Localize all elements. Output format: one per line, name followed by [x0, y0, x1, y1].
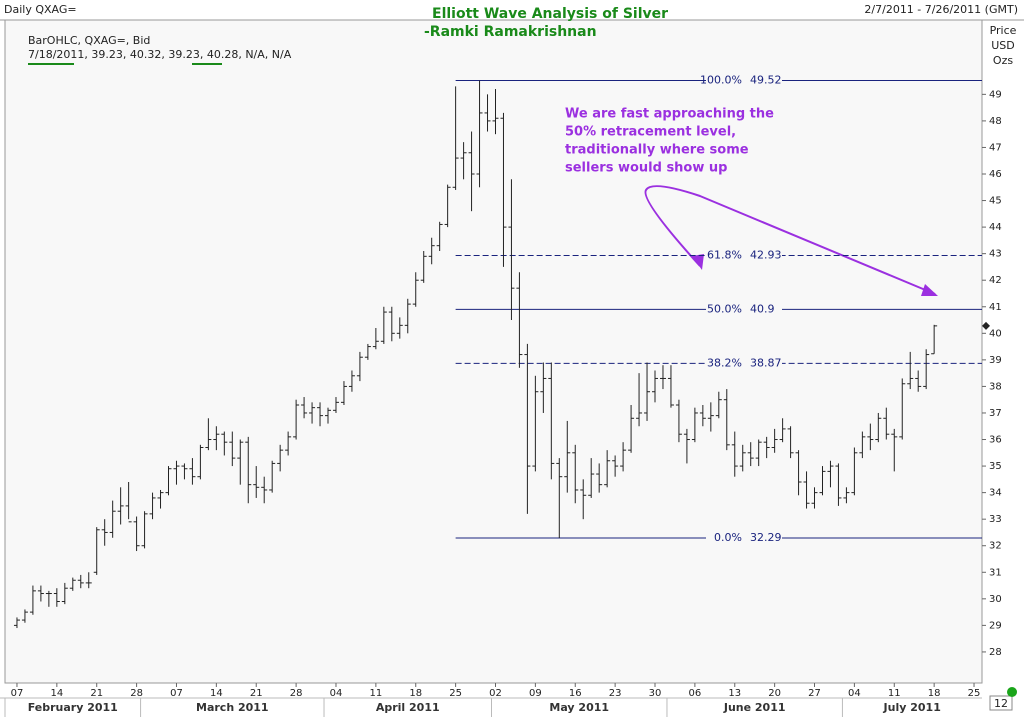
fib-label-bg: [706, 249, 782, 262]
y-tick-label: 30: [989, 594, 1002, 605]
x-tick-label: 13: [728, 688, 741, 699]
x-tick-label: 02: [489, 688, 502, 699]
y-tick-label: 32: [989, 541, 1002, 552]
y-tick-label: 36: [989, 435, 1002, 446]
y-tick-label: 49: [989, 89, 1002, 100]
annotation-line: 50% retracement level,: [565, 125, 736, 140]
x-tick-label: 04: [330, 688, 343, 699]
x-tick-label: 06: [689, 688, 702, 699]
x-tick-label: 20: [768, 688, 781, 699]
annotation-arrow: [644, 185, 936, 295]
y-tick-label: 39: [989, 355, 1002, 366]
y-tick-label: 42: [989, 275, 1002, 286]
x-tick-label: 11: [888, 688, 901, 699]
fib-value: 42.93: [750, 249, 782, 262]
fib-label-bg: [706, 74, 782, 87]
page-box: [989, 695, 1013, 711]
month-label: April 2011: [376, 701, 440, 714]
last-price-marker: [982, 321, 990, 330]
date-range: 2/7/2011 - 7/26/2011 (GMT): [864, 3, 1018, 16]
x-tick-label: 11: [369, 688, 382, 699]
x-tick-label: 21: [90, 688, 103, 699]
fib-label: 0.0%: [714, 531, 742, 544]
x-tick-label: 25: [968, 688, 981, 699]
x-tick-label: 28: [290, 688, 303, 699]
page-number: 12: [994, 697, 1008, 710]
y-axis-label-line: USD: [991, 39, 1015, 52]
month-label: May 2011: [549, 701, 609, 714]
y-axis-label-line: Ozs: [993, 54, 1013, 67]
x-tick-label: 23: [609, 688, 622, 699]
annotation: We are fast approaching the 50% retraceme…: [565, 107, 774, 176]
y-tick-label: 40: [989, 328, 1002, 339]
series-label: BarOHLC, QXAG=, Bid: [28, 34, 150, 47]
y-tick-label: 48: [989, 116, 1002, 127]
x-tick-label: 04: [848, 688, 861, 699]
fib-value: 49.52: [750, 74, 782, 87]
fib-label-bg: [706, 303, 782, 316]
y-tick-label: 37: [989, 408, 1002, 419]
x-tick-label: 07: [11, 688, 24, 699]
y-tick-label: 34: [989, 488, 1002, 499]
y-tick-label: 33: [989, 514, 1002, 525]
y-tick-label: 44: [989, 222, 1002, 233]
y-axis-label: Price USD Ozs: [990, 24, 1017, 67]
x-tick-label: 09: [529, 688, 542, 699]
x-tick-label: 16: [569, 688, 582, 699]
info-line: 7/18/2011, 39.23, 40.32, 39.23, 40.28, N…: [28, 48, 292, 61]
x-tick-label: 30: [649, 688, 662, 699]
fib-label-bg: [706, 357, 782, 370]
month-label: June 2011: [723, 701, 786, 714]
month-label: March 2011: [196, 701, 269, 714]
x-tick-label: 18: [409, 688, 422, 699]
fib-value: 32.29: [750, 531, 782, 544]
x-tick-label: 25: [449, 688, 462, 699]
y-tick-label: 47: [989, 142, 1002, 153]
month-label: February 2011: [28, 701, 118, 714]
fib-label: 100.0%: [700, 74, 742, 87]
annotation-line: We are fast approaching the: [565, 107, 774, 122]
chart-subtitle: -Ramki Ramakrishnan: [424, 24, 597, 40]
y-tick-label: 29: [989, 620, 1002, 631]
y-tick-label: 35: [989, 461, 1002, 472]
x-tick-label: 14: [210, 688, 223, 699]
x-tick-label: 21: [250, 688, 263, 699]
arrow-head: [921, 284, 938, 296]
y-tick-label: 38: [989, 381, 1002, 392]
x-tick-label: 28: [130, 688, 143, 699]
x-tick-label: 18: [928, 688, 941, 699]
fib-label: 38.2%: [707, 356, 742, 369]
fib-value: 38.87: [750, 356, 782, 369]
y-tick-label: 41: [989, 302, 1002, 313]
arrow-head: [692, 254, 704, 270]
fib-value: 40.9: [750, 302, 775, 315]
month-label: July 2011: [883, 701, 941, 714]
plot-area: [4, 19, 983, 684]
y-tick-label: 28: [989, 647, 1002, 658]
y-axis-label-line: Price: [990, 24, 1017, 37]
x-tick-label: 27: [808, 688, 821, 699]
y-tick-label: 46: [989, 169, 1002, 180]
x-tick-label: 07: [170, 688, 183, 699]
y-tick-label: 43: [989, 249, 1002, 260]
chart-title: Elliott Wave Analysis of Silver: [432, 6, 668, 22]
status-dot: [1007, 687, 1017, 697]
fib-label: 50.0%: [707, 302, 742, 315]
symbol: Daily QXAG=: [4, 3, 77, 16]
y-tick-label: 45: [989, 196, 1002, 207]
annotation-line: traditionally where some: [565, 143, 749, 158]
fib-label-bg: [706, 532, 782, 545]
x-tick-label: 14: [50, 688, 63, 699]
annotation-line: sellers would show up: [565, 161, 727, 176]
fib-label: 61.8%: [707, 249, 742, 262]
y-tick-label: 31: [989, 567, 1002, 578]
